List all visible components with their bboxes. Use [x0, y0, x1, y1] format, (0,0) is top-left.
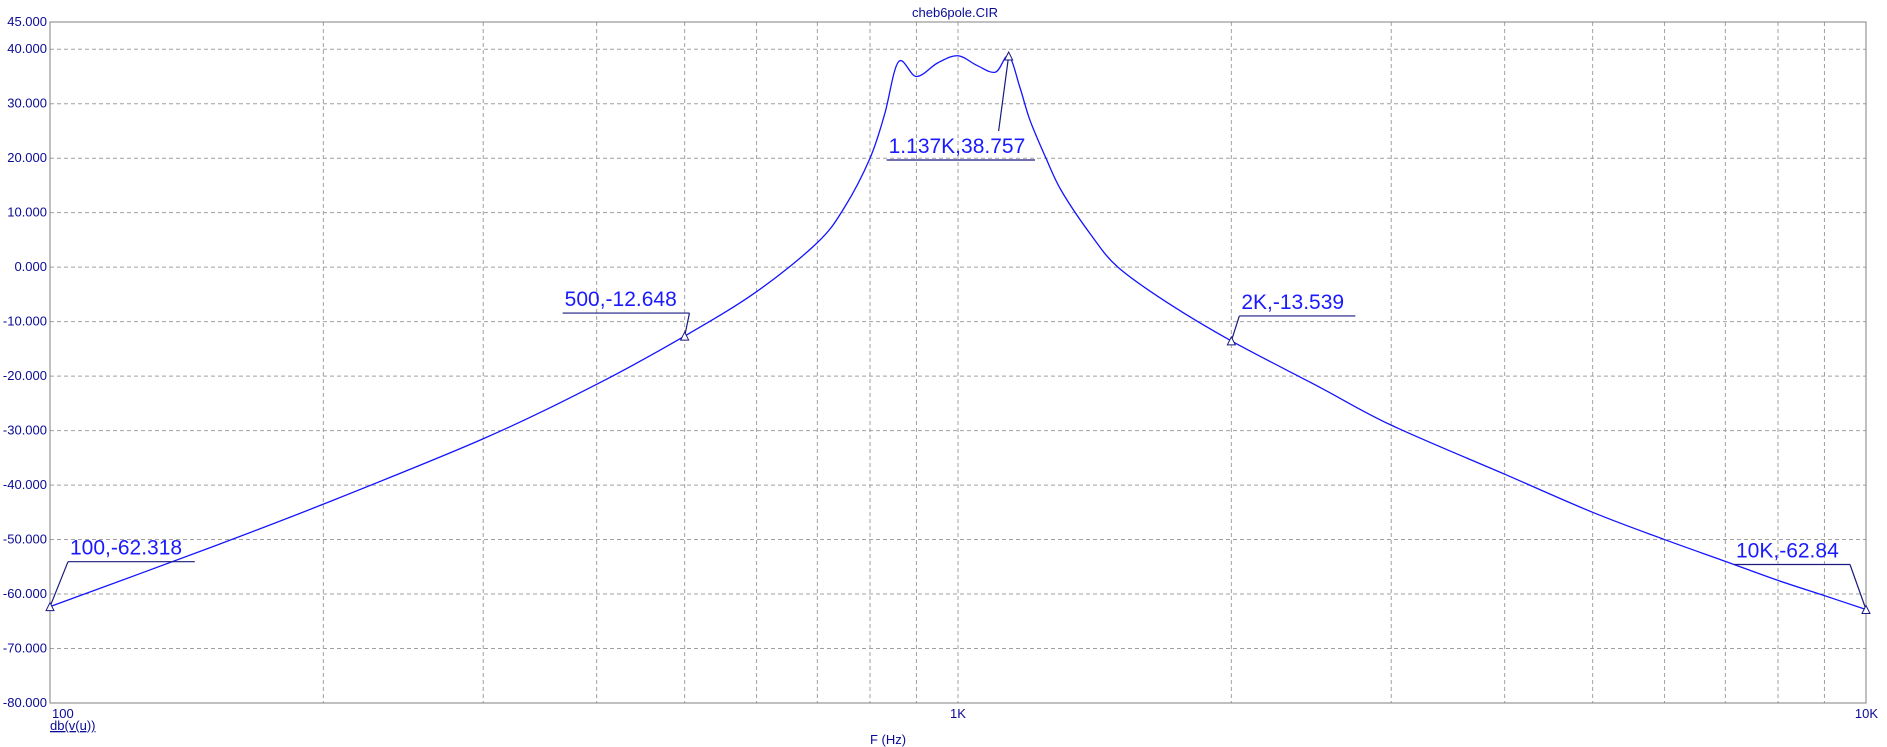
x-tick-label: 1K	[950, 706, 966, 721]
annotation: 100,-62.318	[45, 537, 195, 612]
y-tick-label: 20.000	[7, 150, 47, 165]
x-axis-label: F (Hz)	[870, 732, 906, 747]
y-tick-label: 40.000	[7, 41, 47, 56]
annotation-label: 2K,-13.539	[1241, 291, 1344, 314]
annotation: 10K,-62.84	[1734, 540, 1871, 615]
annotation: 500,-12.648	[562, 288, 691, 341]
y-tick-label: -40.000	[3, 477, 47, 492]
x-axis-ticks: 100 1K 10K	[52, 706, 1878, 721]
annotation-label: 500,-12.648	[565, 288, 677, 311]
annotation-marker	[1226, 335, 1237, 346]
annotation-leader	[998, 55, 1010, 132]
y-tick-label: -70.000	[3, 641, 47, 656]
annotation-marker	[45, 601, 55, 612]
series-line-db-v-u	[49, 55, 1867, 611]
y-tick-label: 10.000	[7, 205, 47, 220]
annotation-leader	[49, 561, 69, 607]
annotation-leader	[1230, 315, 1240, 342]
y-tick-label: 0.000	[14, 259, 47, 274]
annotation-marker	[1861, 604, 1871, 615]
x-tick-label: 100	[52, 706, 74, 721]
annotation-marker	[1003, 50, 1014, 61]
y-tick-label: -60.000	[3, 586, 47, 601]
y-axis-ticks: 45.000 40.000 30.000 20.000 10.000 0.000 -10.0…	[3, 14, 47, 710]
series-label: db(v(u))	[50, 718, 96, 733]
annotations: 100,-62.318 500,-12.648 1.137K,38.757 2K,-1…	[45, 50, 1871, 615]
annotation-label: 1.137K,38.757	[889, 135, 1026, 158]
annotation: 1.137K,38.757	[886, 50, 1036, 161]
annotation-label: 100,-62.318	[70, 537, 182, 560]
chart-title: cheb6pole.CIR	[912, 5, 998, 20]
annotation-leader	[1849, 564, 1867, 610]
annotation: 2K,-13.539	[1226, 291, 1356, 346]
y-tick-label: 45.000	[7, 14, 47, 29]
y-tick-label: -50.000	[3, 532, 47, 547]
y-tick-label: -10.000	[3, 314, 47, 329]
annotation-leader	[684, 312, 691, 337]
y-tick-label: -20.000	[3, 368, 47, 383]
y-tick-label: 30.000	[7, 96, 47, 111]
annotation-marker	[679, 330, 690, 341]
x-tick-label: 10K	[1855, 706, 1878, 721]
annotation-label: 10K,-62.84	[1736, 540, 1839, 563]
y-tick-label: -30.000	[3, 423, 47, 438]
plot-frame	[49, 21, 1867, 704]
y-tick-label: -80.000	[3, 695, 47, 710]
